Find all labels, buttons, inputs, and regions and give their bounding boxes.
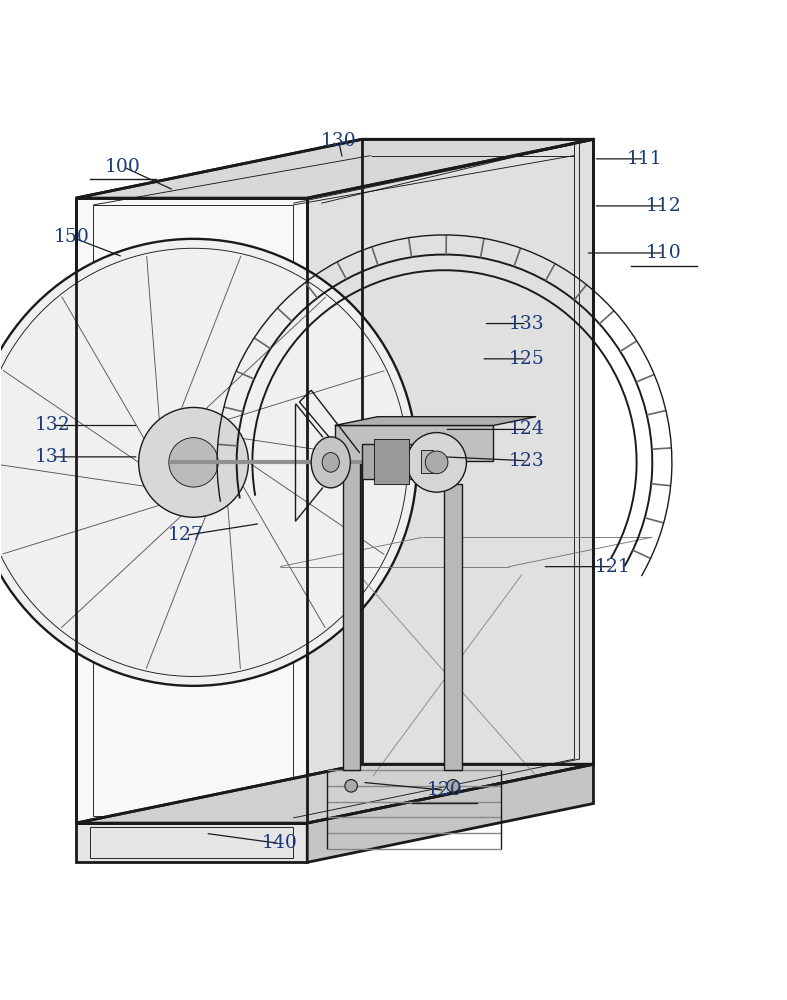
- Ellipse shape: [322, 453, 339, 472]
- Text: 127: 127: [168, 526, 204, 544]
- Polygon shape: [76, 198, 307, 823]
- Circle shape: [447, 780, 460, 792]
- Polygon shape: [362, 444, 421, 479]
- Polygon shape: [445, 484, 462, 770]
- Text: 112: 112: [646, 197, 682, 215]
- Text: 131: 131: [35, 448, 70, 466]
- Text: 140: 140: [262, 834, 297, 852]
- Circle shape: [169, 438, 218, 487]
- Circle shape: [425, 451, 448, 474]
- Text: 130: 130: [321, 132, 357, 150]
- Polygon shape: [421, 450, 433, 473]
- Text: 120: 120: [427, 781, 463, 799]
- Circle shape: [139, 407, 249, 517]
- Polygon shape: [76, 764, 593, 823]
- Circle shape: [345, 780, 357, 792]
- Circle shape: [0, 239, 417, 686]
- Text: 132: 132: [35, 416, 70, 434]
- Polygon shape: [307, 139, 593, 823]
- Text: 150: 150: [54, 228, 90, 246]
- Text: 110: 110: [646, 244, 682, 262]
- Text: 100: 100: [105, 158, 141, 176]
- Circle shape: [407, 433, 467, 492]
- Text: 123: 123: [509, 452, 545, 470]
- Polygon shape: [76, 764, 593, 823]
- Text: 124: 124: [509, 420, 545, 438]
- Text: 111: 111: [626, 150, 663, 168]
- Ellipse shape: [311, 437, 350, 488]
- Polygon shape: [334, 425, 493, 461]
- Polygon shape: [307, 764, 593, 862]
- Polygon shape: [342, 453, 360, 770]
- Text: 133: 133: [509, 315, 545, 333]
- Polygon shape: [374, 439, 409, 484]
- Polygon shape: [334, 417, 536, 425]
- Polygon shape: [76, 823, 307, 862]
- Text: 121: 121: [595, 558, 631, 576]
- Text: 125: 125: [509, 350, 545, 368]
- Polygon shape: [76, 139, 593, 198]
